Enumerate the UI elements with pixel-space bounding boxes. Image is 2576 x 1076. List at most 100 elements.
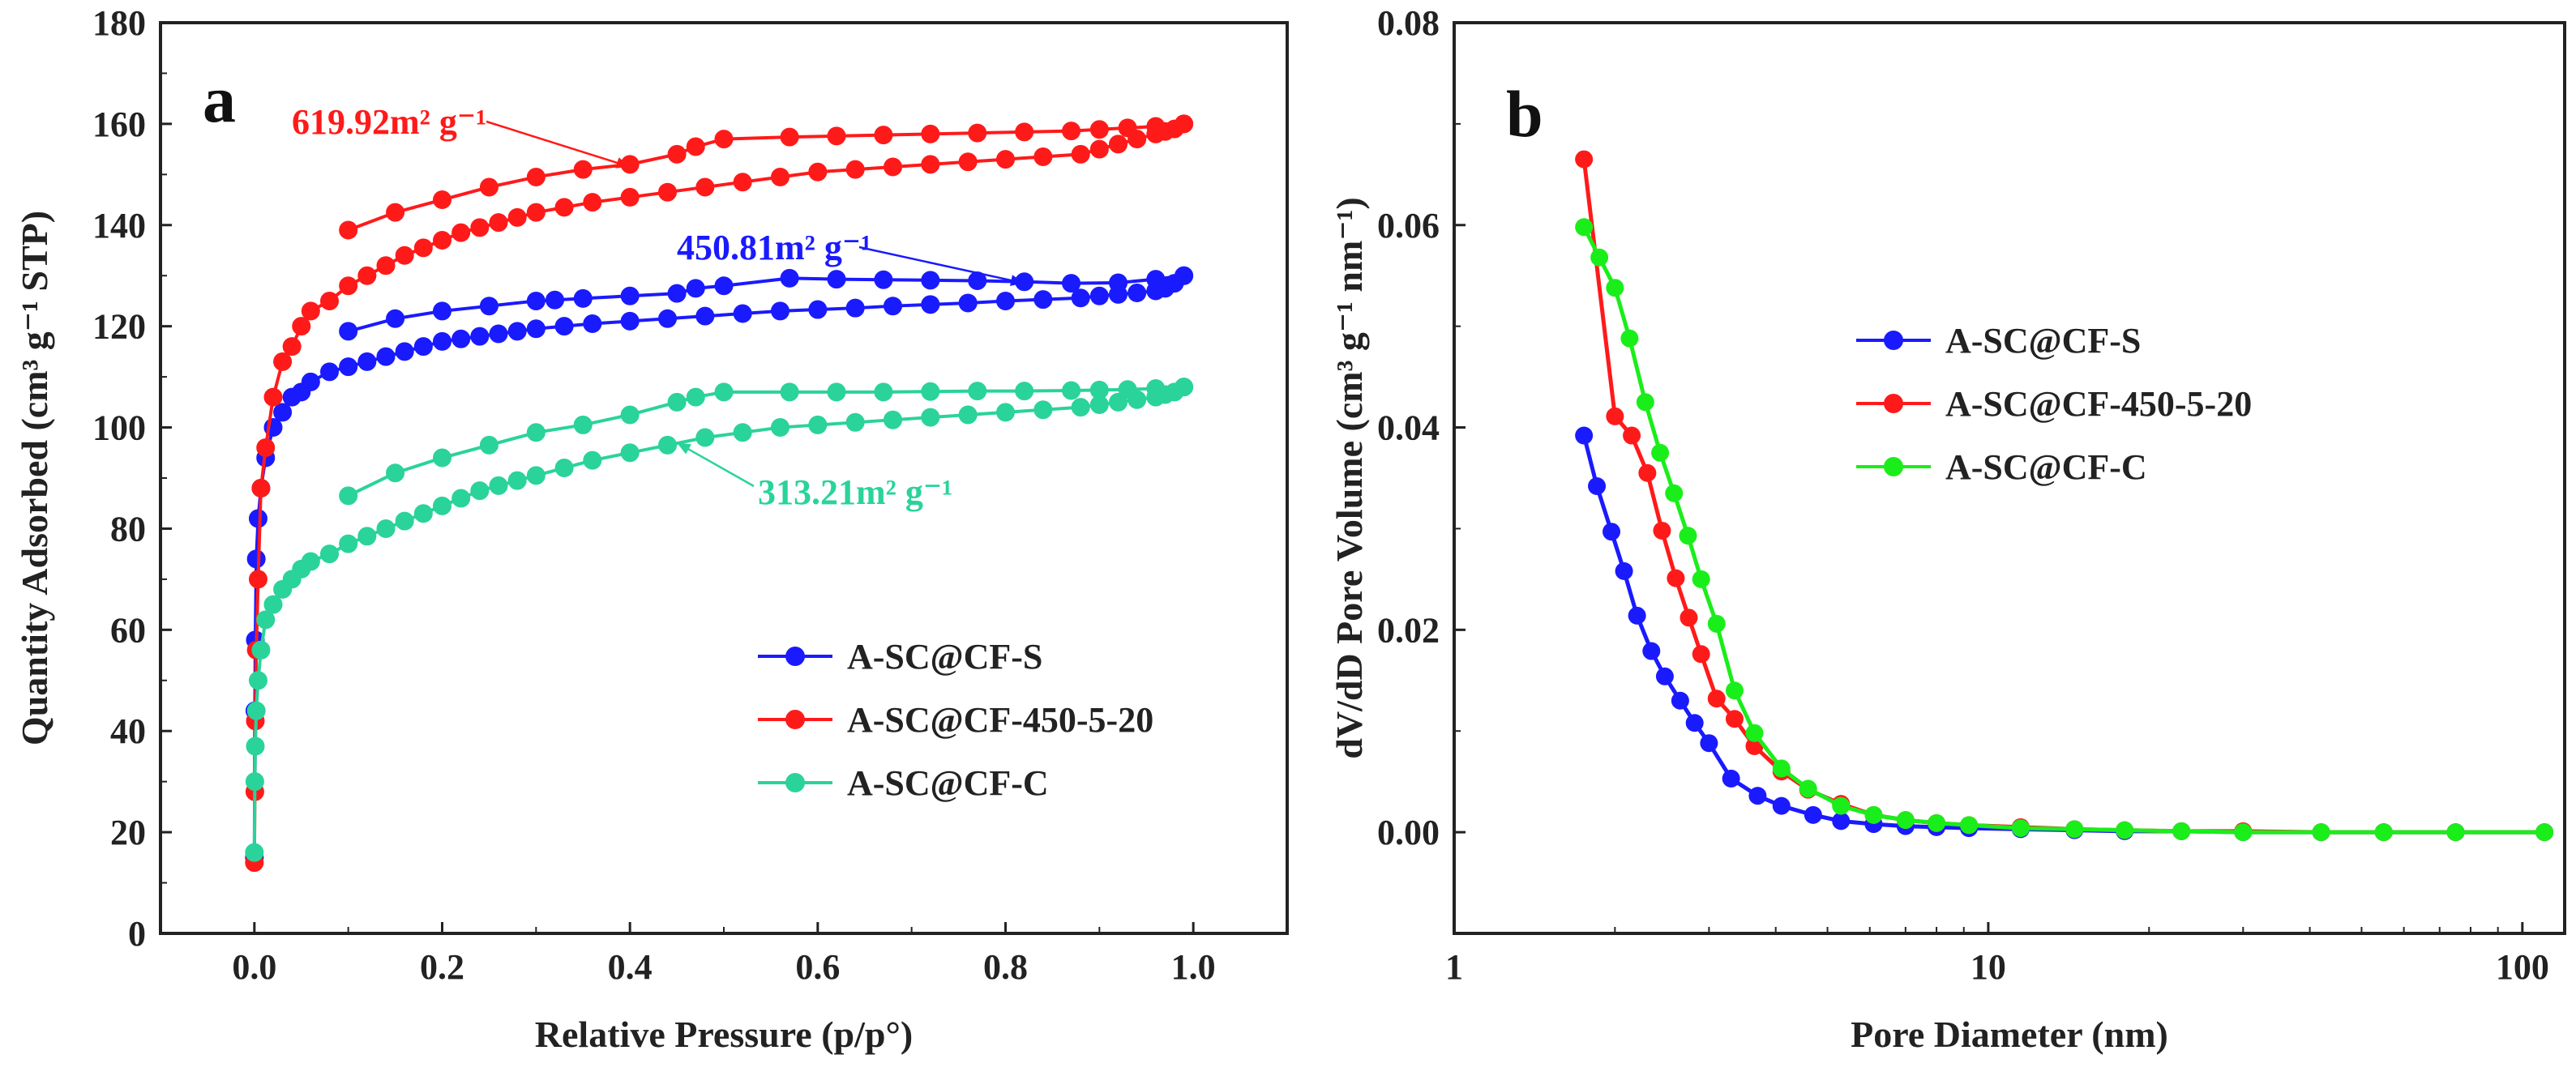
series-a-sc-cf-s-adsorption-point: [921, 295, 940, 314]
series-a-sc-cf-c-point: [1707, 614, 1726, 633]
series-a-sc-cf-c-point: [2535, 823, 2554, 842]
series-a-sc-cf-c-adsorption-point: [1071, 398, 1090, 417]
series-a-sc-cf-s-desorption-point: [620, 286, 640, 305]
series-a-sc-cf-c-desorption-point: [620, 405, 640, 425]
panel-b-ylabel: dV/dD Pore Volume (cm³ g⁻¹ nm⁻¹): [1329, 197, 1370, 758]
series-a-sc-cf-c-desorption-point: [1015, 382, 1034, 401]
series-a-sc-cf-450-5-20-desorption-point: [714, 130, 734, 149]
y-tick-label: 160: [92, 105, 146, 144]
annotation-arrowhead: [677, 442, 691, 455]
series-a-sc-cf-s-desorption-point: [686, 279, 705, 298]
series-a-sc-cf-c-adsorption-point: [620, 443, 640, 463]
series-a-sc-cf-450-5-20-adsorption-point: [771, 167, 789, 186]
series-a-sc-cf-450-5-20-desorption-point: [874, 126, 893, 145]
panel-a-ylabel: Quantity Adsorbed (cm³ g⁻¹ STP): [14, 211, 55, 745]
series-a-sc-cf-c-adsorption-point: [339, 534, 358, 553]
series-a-sc-cf-c-adsorption-point: [884, 410, 902, 429]
series-a-sc-cf-450-5-20-point: [1575, 150, 1594, 169]
series-a-sc-cf-s-desorption-point: [1109, 273, 1128, 292]
series-a-sc-cf-450-5-20-desorption-point: [479, 177, 499, 197]
x-tick-label: 1.0: [1171, 947, 1216, 987]
series-a-sc-cf-s-desorption-point: [1146, 270, 1166, 289]
series-a-sc-cf-s-point: [1588, 476, 1607, 495]
series-a-sc-cf-c-desorption-point: [968, 382, 987, 401]
series-a-sc-cf-450-5-20-desorption-point: [921, 124, 940, 143]
panel-a-series: [245, 114, 1194, 873]
y-tick-label: 0.02: [1377, 610, 1440, 650]
series-a-sc-cf-c-desorption-point: [780, 382, 799, 402]
series-a-sc-cf-s-desorption-line: [348, 274, 1184, 333]
series-a-sc-cf-450-5-20-adsorption-point: [256, 438, 276, 458]
x-tick-label: 0.2: [420, 947, 464, 987]
series-a-sc-cf-s-desorption-point: [780, 268, 799, 288]
series-a-sc-cf-450-5-20-adsorption-point: [376, 256, 396, 275]
legend-label: A-SC@CF-S: [1945, 321, 2141, 361]
series-a-sc-cf-450-5-20-adsorption-point: [413, 238, 433, 258]
series-a-sc-cf-450-5-20-adsorption-point: [583, 193, 602, 212]
series-a-sc-cf-c-adsorption-point: [507, 471, 527, 490]
series-a-sc-cf-s-desorption-point: [526, 291, 546, 310]
series-a-sc-cf-c-adsorption-point: [771, 418, 789, 438]
series-a-sc-cf-c-desorption-point: [667, 392, 687, 412]
series-a-sc-cf-450-5-20-adsorption-point: [526, 203, 546, 222]
legend-label: A-SC@CF-C: [1945, 447, 2147, 487]
series-a-sc-cf-450-5-20-desorption-point: [686, 137, 705, 156]
series-a-sc-cf-450-5-20-desorption-point: [1089, 120, 1109, 139]
series-a-sc-cf-450-5-20-desorption-point: [433, 190, 451, 210]
series-a-sc-cf-c-point: [1896, 811, 1915, 830]
series-a-sc-cf-s-point: [1804, 805, 1822, 824]
series-a-sc-cf-c-point: [1864, 805, 1883, 824]
legend-label: A-SC@CF-450-5-20: [847, 700, 1153, 740]
series-a-sc-cf-c-adsorption-point: [470, 481, 490, 501]
y-tick-label: 0.06: [1377, 206, 1440, 246]
series-a-sc-cf-c-point: [1665, 484, 1684, 502]
series-a-sc-cf-450-5-20-desorption-point: [1118, 118, 1137, 138]
x-tick-label: 0.6: [795, 947, 840, 987]
annotation-label: 619.92m² g⁻¹: [292, 102, 486, 142]
series-a-sc-cf-450-5-20-adsorption-point: [620, 187, 640, 207]
y-tick-label: 0.00: [1377, 813, 1440, 852]
series-a-sc-cf-c-desorption-point: [1089, 380, 1109, 399]
series-a-sc-cf-s-desorption-point: [1062, 274, 1081, 293]
series-a-sc-cf-c-adsorption-point: [263, 595, 283, 614]
series-a-sc-cf-450-5-20-adsorption-point: [1033, 147, 1053, 166]
series-a-sc-cf-s-adsorption-point: [301, 372, 320, 391]
series-a-sc-cf-c-point: [2374, 823, 2393, 842]
series-a-sc-cf-s-desorption-point: [667, 284, 687, 303]
series-a-sc-cf-c-desorption-point: [1062, 381, 1081, 400]
series-a-sc-cf-s-point: [1628, 606, 1646, 625]
series-a-sc-cf-450-5-20-desorption-point: [1175, 114, 1194, 134]
series-a-sc-cf-c-adsorption-point: [526, 466, 546, 485]
x-tick-label: 0.8: [983, 947, 1028, 987]
series-a-sc-cf-c-adsorption-point: [996, 403, 1015, 422]
series-a-sc-cf-s-point: [1772, 796, 1791, 815]
series-a-sc-cf-c-point: [2172, 822, 2191, 840]
series-a-sc-cf-450-5-20-adsorption-point: [921, 155, 940, 174]
series-a-sc-cf-450-5-20-adsorption-point: [251, 478, 271, 497]
series-a-sc-cf-450-5-20-point: [1623, 426, 1641, 445]
series-a-sc-cf-c-desorption-point: [827, 382, 846, 402]
series-a-sc-cf-c-adsorption-point: [301, 552, 320, 571]
series-a-sc-cf-450-5-20-point: [1653, 521, 1671, 540]
series-a-sc-cf-c-desorption-point: [386, 463, 405, 483]
series-a-sc-cf-s-desorption-point: [968, 271, 987, 290]
series-a-sc-cf-s-adsorption-point: [1089, 286, 1109, 305]
series-a-sc-cf-c-adsorption-point: [245, 843, 264, 862]
series-a-sc-cf-450-5-20-desorption-point: [1146, 117, 1166, 136]
legend-marker: [785, 773, 805, 792]
series-a-sc-cf-c-adsorption-point: [1033, 400, 1053, 420]
series-a-sc-cf-s-adsorption-point: [695, 306, 715, 326]
series-a-sc-cf-s-point: [1575, 426, 1594, 445]
legend-label: A-SC@CF-S: [847, 637, 1042, 677]
series-a-sc-cf-c-point: [1620, 329, 1639, 348]
x-tick-label: 0.4: [608, 947, 653, 987]
series-a-sc-cf-c-point: [2116, 821, 2134, 839]
series-a-sc-cf-450-5-20-adsorption-point: [489, 213, 508, 233]
series-a-sc-cf-c-desorption-point: [686, 387, 705, 407]
panel-a: a 0.0 0.2 0.4 0.6 0.8 1.0 0 20 40 60 80 100 120 140 16…: [14, 3, 1289, 1055]
series-a-sc-cf-s-adsorption-point: [320, 362, 339, 382]
panel-b-xlabel: Pore Diameter (nm): [1851, 1014, 2168, 1055]
series-a-sc-cf-450-5-20-adsorption-point: [808, 162, 828, 181]
series-a-sc-cf-s-adsorption-point: [376, 347, 396, 366]
series-a-sc-cf-c-point: [1960, 816, 1979, 835]
